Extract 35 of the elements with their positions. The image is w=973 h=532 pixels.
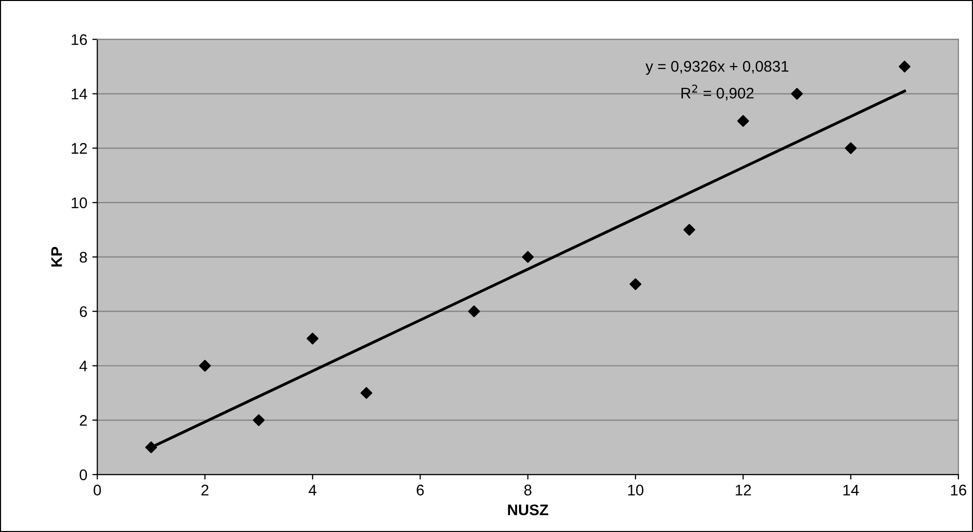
x-tick-label: 4 (308, 484, 316, 496)
y-tick-label: 4 (79, 360, 88, 372)
point (791, 88, 803, 100)
x-axis-title: NUSZ (508, 504, 548, 516)
point (630, 278, 642, 290)
point (737, 115, 750, 127)
y-tick-label: 6 (80, 306, 87, 318)
y-tick-label: 2 (80, 415, 87, 426)
annotation: y = 0,9326x + 0,0831 (646, 60, 788, 75)
point (683, 224, 696, 236)
x-tick-label: 6 (416, 484, 424, 496)
x-tick-label: 12 (736, 484, 751, 496)
point (522, 251, 534, 263)
x-tick-label: 8 (524, 484, 532, 496)
point (145, 441, 158, 454)
y-tick-label: 14 (72, 88, 88, 100)
point (306, 332, 318, 344)
x-tick-label: 0 (94, 484, 101, 496)
y-tick-label: 16 (72, 34, 87, 46)
point (252, 414, 265, 426)
point (844, 142, 857, 154)
y-tick-label: 0 (80, 469, 87, 480)
point (468, 305, 480, 318)
y-axis-title: KP (51, 246, 62, 267)
x-tick-label: 14 (843, 484, 859, 496)
point (360, 387, 372, 399)
x-tick-label: 10 (628, 484, 644, 496)
x-tick-label: 2 (201, 484, 208, 496)
y-tick-label: 12 (72, 143, 87, 154)
x-tick-label: 16 (951, 484, 966, 496)
point (898, 60, 910, 72)
point (199, 360, 211, 372)
annotation: R$^{2}$ = 0,902 (682, 84, 754, 100)
y-tick-label: 8 (80, 252, 87, 263)
y-tick-label: 10 (72, 197, 87, 208)
